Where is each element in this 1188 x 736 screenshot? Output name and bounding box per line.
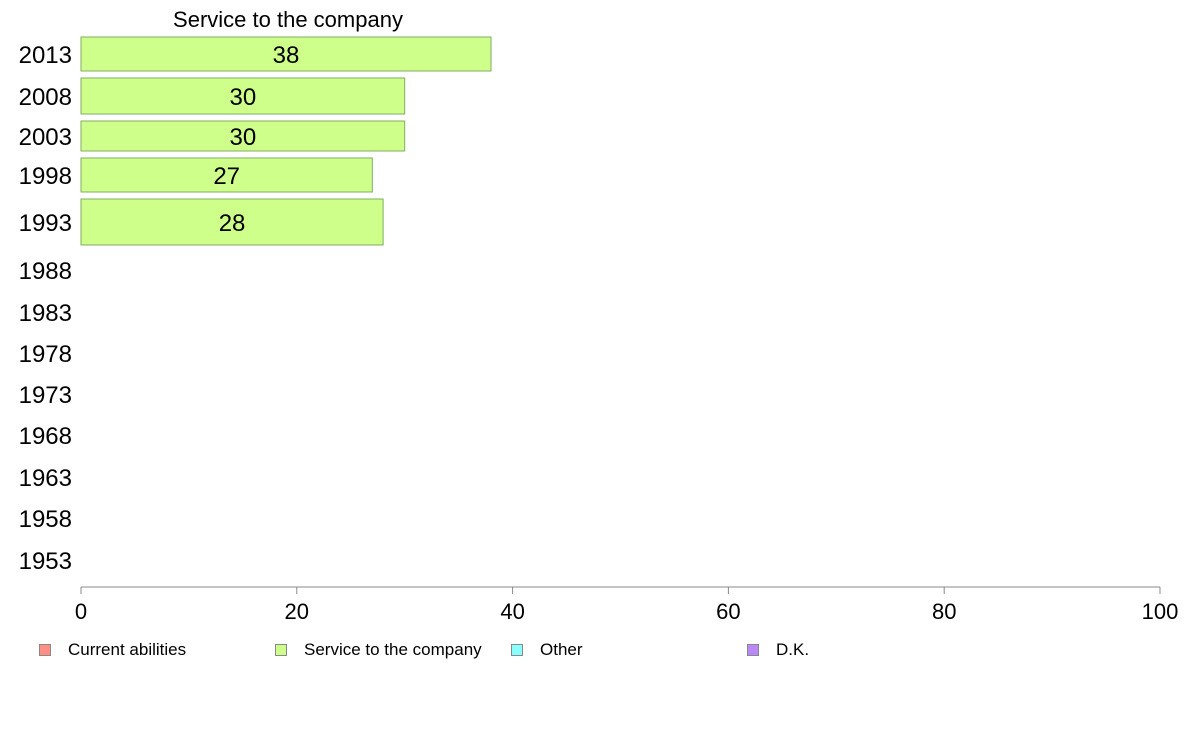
legend-label-dk: D.K. bbox=[776, 640, 810, 659]
y-tick-label-1978: 1978 bbox=[19, 341, 72, 368]
legend-item-other: Other bbox=[511, 640, 583, 660]
x-tick-label-40: 40 bbox=[500, 599, 524, 624]
legend-swatch-dk bbox=[747, 644, 759, 656]
legend-swatch-other bbox=[511, 644, 523, 656]
legend-label-service-to-the-company: Service to the company bbox=[304, 640, 482, 659]
y-tick-label-1998: 1998 bbox=[19, 163, 72, 190]
y-tick-label-1958: 1958 bbox=[19, 506, 72, 533]
x-tick-label-80: 80 bbox=[932, 599, 956, 624]
legend-label-other: Other bbox=[540, 640, 583, 659]
legend-item-current-abilities: Current abilities bbox=[39, 640, 186, 660]
data-label-1998: 27 bbox=[213, 163, 240, 190]
data-label-2013: 38 bbox=[273, 42, 300, 69]
bar-2003 bbox=[80, 120, 406, 152]
legend-item-service-to-the-company: Service to the company bbox=[275, 640, 482, 660]
y-tick-label-1963: 1963 bbox=[19, 465, 72, 492]
chart-title: Service to the company bbox=[173, 7, 403, 32]
y-tick-label-1988: 1988 bbox=[19, 258, 72, 285]
legend-item-dk: D.K. bbox=[747, 640, 809, 660]
y-tick-label-1983: 1983 bbox=[19, 300, 72, 327]
legend-swatch-service-to-the-company bbox=[275, 644, 287, 656]
legend-label-current-abilities: Current abilities bbox=[68, 640, 187, 659]
y-tick-label-2008: 2008 bbox=[19, 84, 72, 111]
bar-2013 bbox=[80, 36, 492, 72]
data-label-2003: 30 bbox=[229, 124, 256, 151]
y-tick-label-1993: 1993 bbox=[19, 210, 72, 237]
x-tick-label-20: 20 bbox=[285, 599, 309, 624]
y-tick-label-1973: 1973 bbox=[19, 382, 72, 409]
y-tick-label-1953: 1953 bbox=[19, 548, 72, 575]
data-label-2008: 30 bbox=[229, 84, 256, 111]
y-tick-label-1968: 1968 bbox=[19, 423, 72, 450]
bar-1993 bbox=[80, 198, 384, 246]
legend: Current abilities Service to the company… bbox=[0, 640, 1188, 662]
bar-2008 bbox=[80, 77, 406, 115]
x-tick-label-60: 60 bbox=[716, 599, 740, 624]
bar-1998 bbox=[80, 157, 373, 193]
y-tick-label-2013: 2013 bbox=[19, 42, 72, 69]
x-tick-label-0: 0 bbox=[75, 599, 87, 624]
y-tick-label-2003: 2003 bbox=[19, 124, 72, 151]
data-label-1993: 28 bbox=[219, 210, 246, 237]
legend-swatch-current-abilities bbox=[39, 644, 51, 656]
x-tick-label-100: 100 bbox=[1142, 599, 1179, 624]
